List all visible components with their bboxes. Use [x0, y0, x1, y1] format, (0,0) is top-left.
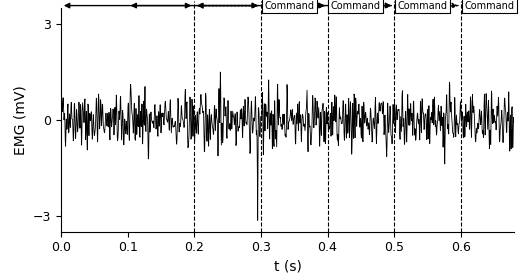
Text: Command: Command	[331, 1, 381, 11]
X-axis label: t (s): t (s)	[273, 260, 302, 274]
Text: Command: Command	[464, 1, 514, 11]
Text: $\tau$: $\tau$	[356, 0, 366, 1]
Text: $\tau$: $\tau$	[289, 0, 299, 1]
Text: Command: Command	[398, 1, 447, 11]
Text: Command: Command	[264, 1, 314, 11]
Text: $\tau$: $\tau$	[223, 0, 232, 1]
Text: $\tau$: $\tau$	[423, 0, 432, 1]
Y-axis label: EMG (mV): EMG (mV)	[13, 85, 28, 155]
